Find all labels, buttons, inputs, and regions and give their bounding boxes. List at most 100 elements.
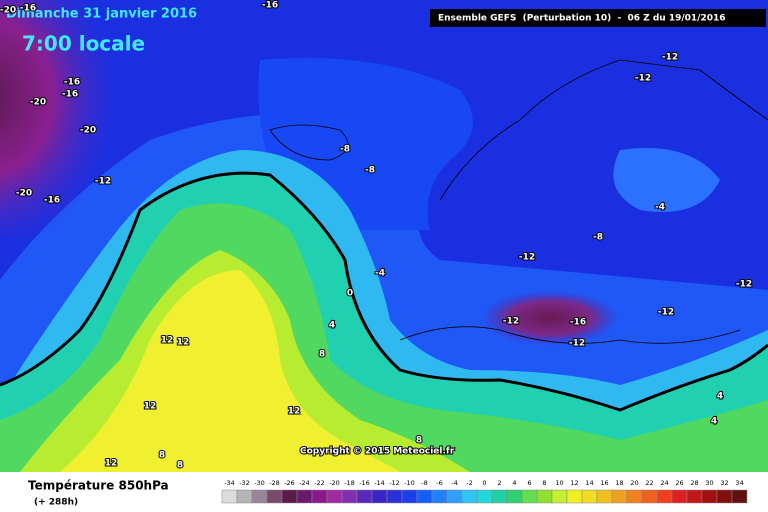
scale-swatch	[326, 489, 343, 504]
scale-swatch	[386, 489, 403, 504]
contour-label: -12	[662, 53, 678, 63]
zero-isotherm	[0, 171, 768, 412]
scale-swatch	[401, 489, 418, 504]
scale-swatch	[266, 489, 283, 504]
contour-label: 12	[177, 338, 190, 348]
scale-label: 28	[690, 479, 698, 487]
scale-swatch	[551, 489, 568, 504]
scale-label: -24	[299, 479, 310, 487]
contour-label: -12	[736, 280, 752, 290]
contour-label: -16	[62, 90, 78, 100]
scale-swatch	[416, 489, 433, 504]
coastline	[269, 59, 768, 344]
model-info: Ensemble GEFS (Perturbation 10) - 06 Z d…	[438, 14, 726, 24]
contour-label: -12	[95, 177, 111, 187]
scale-label: -20	[329, 479, 340, 487]
scale-label: 12	[570, 479, 578, 487]
scale-swatch	[281, 489, 298, 504]
contour-label: 8	[177, 461, 183, 471]
scale-swatch	[671, 489, 688, 504]
scale-label: -2	[466, 479, 472, 487]
contour-label: -8	[365, 166, 375, 176]
scale-label: -32	[239, 479, 250, 487]
contour-label: -4	[375, 269, 385, 279]
contour-label: 12	[105, 459, 118, 469]
variable-name: Température 850hPa	[28, 479, 169, 493]
scale-label: -28	[269, 479, 280, 487]
scale-label: -16	[359, 479, 370, 487]
contour-label: 4	[717, 392, 723, 402]
scale-label: 4	[512, 479, 516, 487]
scale-swatch	[431, 489, 448, 504]
scale-label: -6	[436, 479, 442, 487]
scale-label: 16	[600, 479, 608, 487]
scale-swatch	[446, 489, 463, 504]
contour-label: 12	[144, 402, 157, 412]
contour-label: 4	[329, 321, 335, 331]
scale-label: 24	[660, 479, 668, 487]
contour-label: -16	[44, 196, 60, 206]
scale-swatch	[611, 489, 628, 504]
scale-swatch	[626, 489, 643, 504]
contour-label: -12	[569, 339, 585, 349]
contour-label: -16	[262, 1, 278, 11]
scale-label: -22	[314, 479, 325, 487]
contour-label: 8	[159, 451, 165, 461]
scale-label: -34	[224, 479, 235, 487]
map-date: Dimanche 31 janvier 2016	[6, 7, 197, 22]
copyright: Copyright © 2015 Meteociel.fr	[300, 447, 455, 457]
scale-swatch	[701, 489, 718, 504]
scale-label: 26	[675, 479, 683, 487]
contour-label: -12	[658, 308, 674, 318]
contour-label: 12	[161, 336, 174, 346]
scale-swatch	[251, 489, 268, 504]
contour-label: -20	[16, 189, 32, 199]
contour-label: -16	[570, 318, 586, 328]
scale-swatch	[521, 489, 538, 504]
scale-label: 0	[482, 479, 486, 487]
map-time: 7:00 locale	[22, 32, 145, 56]
contour-label: -20	[0, 6, 16, 16]
zone-very-cold	[0, 0, 140, 240]
scale-swatch	[341, 489, 358, 504]
scale-swatch	[731, 489, 748, 504]
scale-swatch	[296, 489, 313, 504]
scale-label: -8	[421, 479, 427, 487]
scale-swatch	[581, 489, 598, 504]
scale-swatch	[221, 489, 238, 504]
scale-label: -18	[344, 479, 355, 487]
contour-label: -12	[503, 317, 519, 327]
contour-label: 12	[288, 407, 301, 417]
scale-swatch	[536, 489, 553, 504]
contour-label: 8	[416, 436, 422, 446]
scale-label: 2	[497, 479, 501, 487]
scale-swatch	[716, 489, 733, 504]
zone-hot	[60, 270, 400, 472]
scale-label: 14	[585, 479, 593, 487]
scale-label: 32	[720, 479, 728, 487]
scale-label: 6	[527, 479, 531, 487]
scale-label: -12	[389, 479, 400, 487]
contour-label: -16	[64, 78, 80, 88]
contour-label: -8	[593, 233, 603, 243]
scale-label: 20	[630, 479, 638, 487]
zone-very-cold	[480, 290, 620, 346]
contour-label: -4	[655, 203, 665, 213]
scale-swatch	[506, 489, 523, 504]
scale-label: -26	[284, 479, 295, 487]
scale-label: 10	[555, 479, 563, 487]
contour-label: 4	[711, 417, 717, 427]
scale-label: 30	[705, 479, 713, 487]
scale-swatch	[311, 489, 328, 504]
scale-label: 34	[735, 479, 743, 487]
scale-label: -10	[404, 479, 415, 487]
scale-label: -14	[374, 479, 385, 487]
contour-label: -12	[635, 74, 651, 84]
scale-swatch	[236, 489, 253, 504]
scale-swatch	[641, 489, 658, 504]
model-box	[430, 9, 766, 27]
zone-cold	[613, 148, 720, 212]
contour-label: 8	[319, 350, 325, 360]
contour-label: -16	[20, 4, 36, 14]
